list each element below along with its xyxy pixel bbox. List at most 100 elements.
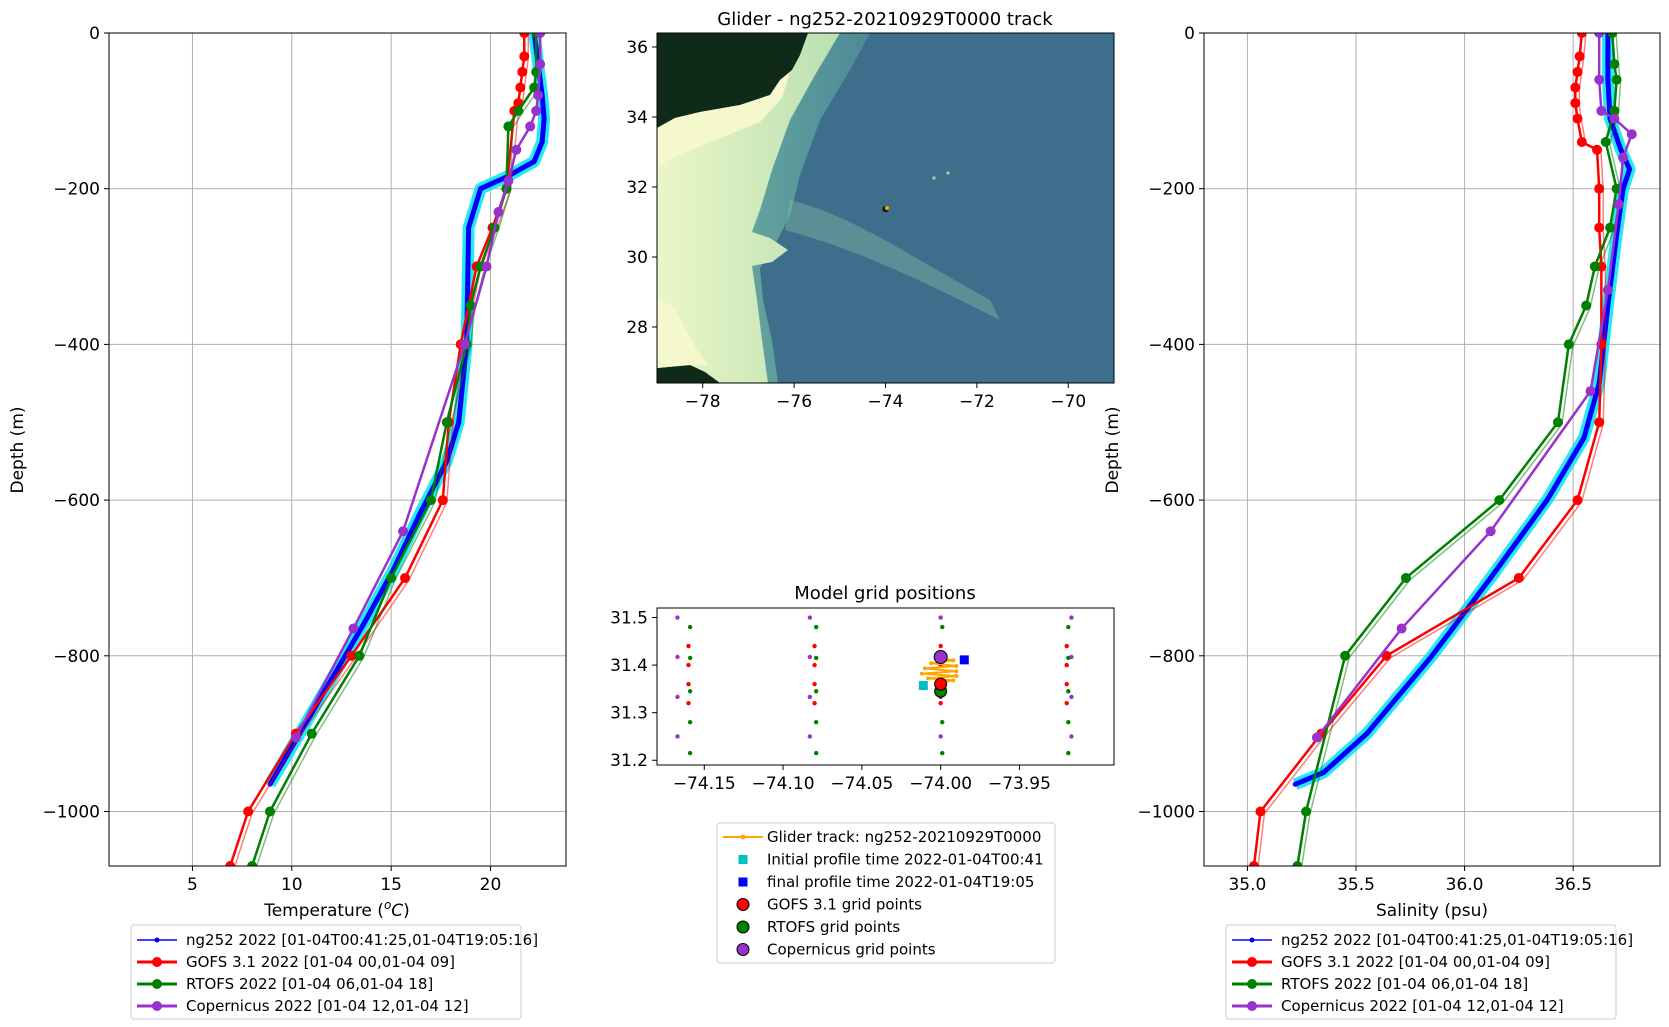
grid-positions-xtick-label: −74.15 [673, 774, 736, 794]
rtofs-grid-point [813, 624, 819, 630]
temperature-legend-marker-glider [154, 937, 160, 943]
grid-positions-title: Model grid positions [794, 583, 975, 604]
glider-track-point [919, 671, 924, 676]
temperature-ytick-label: −1000 [42, 803, 100, 823]
temperature-gofs-point [519, 51, 530, 62]
salinity-ylabel: Depth (m) [1103, 406, 1123, 493]
coastal-sand-south [657, 300, 708, 368]
rtofs-grid-point [687, 689, 693, 694]
temperature-rtofs-point [264, 806, 275, 817]
salinity-copernicus-point [1613, 199, 1624, 210]
gofs-grid-point [938, 700, 943, 706]
salinity-gofs-point [1570, 82, 1581, 93]
salinity-rtofs-point [1609, 105, 1620, 116]
copernicus-highlight-point [933, 650, 948, 665]
track-map-xtick-label: −74 [868, 392, 904, 412]
track-map-ytick-label: 34 [626, 108, 648, 128]
temperature-copernicus-point [533, 90, 544, 101]
temperature-rtofs-point [503, 121, 514, 132]
copernicus-grid-point [675, 694, 680, 700]
temperature-copernicus-point [290, 732, 301, 743]
gofs-grid-point [812, 643, 817, 649]
salinity-copernicus-point [1585, 386, 1596, 397]
temperature-copernicus-point [348, 623, 359, 634]
salinity-gofs-point [1592, 144, 1603, 155]
temperature-gofs-point [517, 66, 528, 77]
grid-positions-xtick-label: −74.10 [752, 774, 815, 794]
gofs-grid-point [1064, 681, 1069, 687]
grid-legend-marker-copernicus [736, 943, 750, 956]
copernicus-grid-point [1069, 734, 1074, 739]
temperature-legend-frame [130, 924, 522, 1020]
salinity-rtofs-point [1607, 33, 1618, 38]
gofs-grid-point [1064, 700, 1069, 706]
salinity-glider-point [1620, 186, 1626, 192]
temperature-ytick-label: −400 [53, 335, 100, 355]
salinity-legend-marker-glider [1249, 937, 1255, 943]
rtofs-grid-point [1066, 750, 1071, 756]
salinity-ytick-label: −400 [1148, 335, 1195, 355]
rtofs-grid-point [687, 750, 693, 756]
salinity-legend-marker-rtofs [1247, 979, 1257, 989]
salinity-gofs-point [1576, 136, 1587, 147]
salinity-gofs-point [1572, 495, 1583, 506]
salinity-gofs-point [1572, 66, 1583, 77]
salinity-legend-label-gofs: GOFS 3.1 2022 [01-04 00,01-04 09] [1281, 953, 1550, 971]
glider-position-track-dot [885, 206, 889, 211]
gofs-grid-point [686, 681, 691, 687]
temperature-legend-marker-gofs [152, 957, 162, 967]
land [657, 33, 808, 128]
grid-legend-frame [716, 822, 1056, 964]
glider-track-point [954, 669, 959, 674]
salinity-rtofs-point [1605, 222, 1616, 233]
rtofs-grid-point [940, 719, 945, 725]
temperature-ticks: 5 10 15 20 0 −200 −400 −600 −800 −1000 [42, 24, 501, 895]
gofs-grid-point [686, 700, 691, 706]
initial-profile-marker [918, 681, 928, 691]
temperature-glider-point [466, 225, 472, 231]
temperature-axes-frame [108, 32, 567, 867]
grid-legend-marker-gofs [736, 898, 750, 911]
grid-positions-ytick-label: 31.2 [610, 751, 648, 771]
temperature-xlabel: Temperature (oC) [263, 898, 410, 921]
rtofs-grid-point [687, 655, 693, 661]
temperature-glider-line [267, 33, 547, 786]
grid-positions-points [675, 615, 1074, 756]
copernicus-grid-point [675, 654, 680, 660]
temperature-gofs-line [229, 33, 526, 866]
temperature-copernicus-line [294, 33, 542, 739]
salinity-copernicus-line [1315, 33, 1634, 739]
temperature-glider-point [539, 139, 545, 145]
temperature-gofs-line-secondary [234, 35, 530, 866]
temperature-copernicus-point [481, 261, 492, 272]
temperature-rtofs-point [306, 728, 317, 739]
copernicus-grid-point [807, 694, 813, 700]
salinity-rtofs-point [1292, 861, 1303, 866]
track-map-ytick-label: 36 [626, 38, 648, 58]
salinity-rtofs-line [1296, 33, 1618, 866]
gulf-stream-plume [785, 200, 1000, 320]
salinity-gofs-point [1594, 417, 1605, 428]
salinity-rtofs-point [1400, 572, 1411, 583]
grid-positions-panel: Model grid positions −74.15 −74.10 −74.05−… [610, 583, 1115, 794]
salinity-rtofs-point [1340, 650, 1351, 661]
salinity-ytick-label: −800 [1148, 647, 1195, 667]
temperature-glider-point [360, 622, 366, 628]
salinity-rtofs-point [1611, 74, 1622, 85]
salinity-glider-point [1544, 497, 1550, 503]
temperature-gofs-point [515, 82, 526, 93]
grid-positions-ytick-label: 31.4 [610, 656, 648, 676]
salinity-axes-frame [1203, 32, 1661, 867]
salinity-rtofs-point [1563, 339, 1574, 350]
temperature-gofs-point [437, 495, 448, 506]
track-map-xtick-label: −78 [685, 392, 721, 412]
temperature-xtick-label: 20 [480, 875, 502, 895]
temperature-legend-label-glider: ng252 2022 [01-04T00:41:25,01-04T19:05:1… [186, 931, 538, 949]
temperature-glider-point [541, 116, 547, 122]
track-map-ticks: −78 −76 −74 −72 −70 28 30 32 34 36 [626, 38, 1086, 412]
temperature-copernicus-point [459, 339, 470, 350]
gofs-grid-point [686, 643, 691, 649]
glider-position-marker [882, 205, 889, 213]
gofs-grid-point [938, 643, 943, 649]
salinity-glider-point [1605, 77, 1611, 83]
